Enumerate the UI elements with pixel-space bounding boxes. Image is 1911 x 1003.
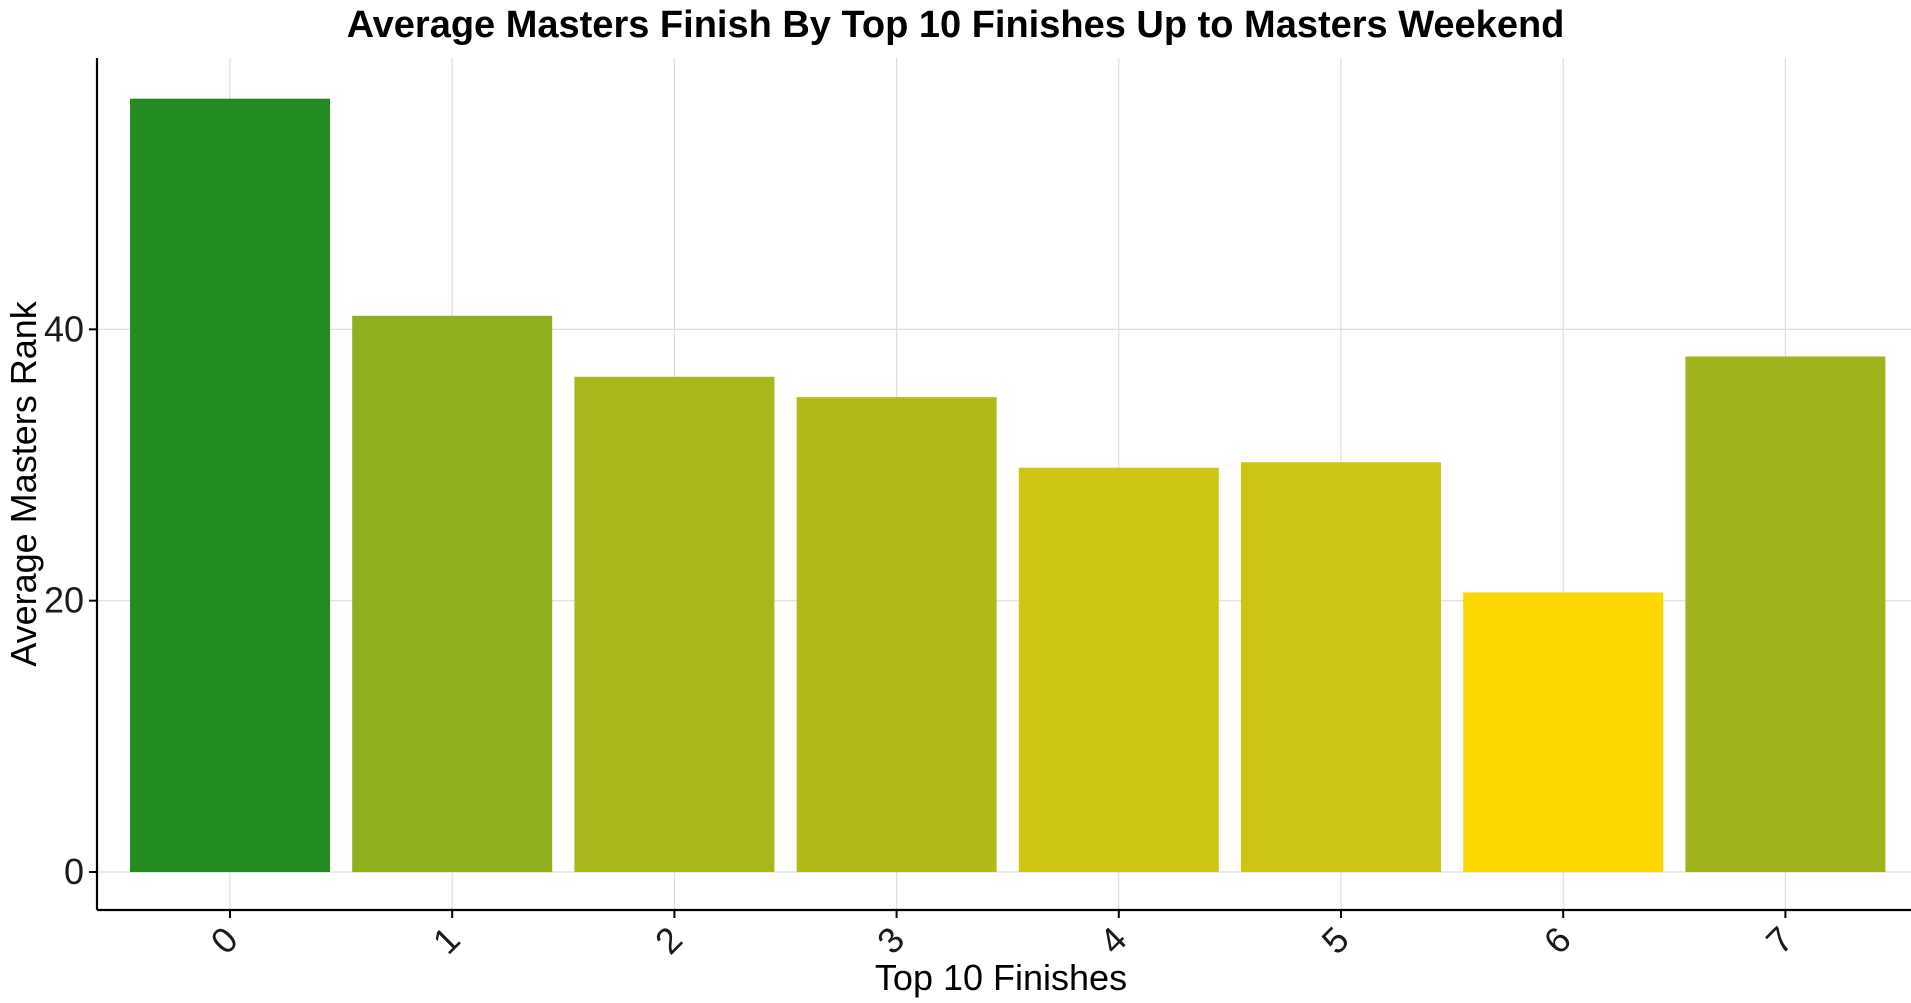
- x-tick-label: 5: [1314, 919, 1357, 962]
- x-tick-label: 0: [203, 919, 246, 962]
- y-tick-label: 40: [44, 308, 84, 349]
- x-axis-ticks: 0 1 2 3 4 5 6 7: [203, 910, 1801, 962]
- chart-title: Average Masters Finish By Top 10 Finishe…: [346, 4, 1565, 46]
- y-axis-ticks: 0 20 40: [44, 308, 97, 892]
- y-tick-label: 20: [44, 580, 84, 621]
- bar-3: [796, 397, 997, 873]
- bar-0: [130, 98, 330, 873]
- bar-6: [1463, 592, 1664, 873]
- x-tick-label: 2: [647, 919, 690, 962]
- y-tick-label: 0: [64, 851, 84, 892]
- x-tick-label: 6: [1536, 919, 1579, 962]
- x-axis-title: Top 10 Finishes: [875, 957, 1127, 998]
- x-tick-label: 4: [1091, 919, 1134, 962]
- x-tick-label: 7: [1758, 919, 1801, 962]
- bar-1: [352, 315, 553, 873]
- bar-4: [1018, 467, 1219, 873]
- x-tick-label: 3: [869, 919, 912, 962]
- bar-5: [1241, 462, 1441, 873]
- bar-2: [574, 376, 775, 873]
- y-axis-title: Average Masters Rank: [3, 300, 44, 667]
- x-tick-label: 1: [425, 919, 468, 962]
- bar-7: [1685, 356, 1886, 873]
- bars: [130, 98, 1886, 873]
